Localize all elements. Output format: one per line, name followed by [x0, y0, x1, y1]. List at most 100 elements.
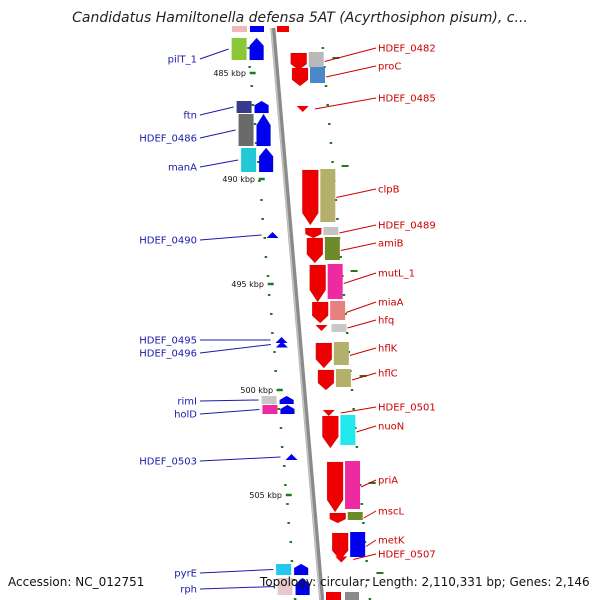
label-hdef-0489: HDEF_0489: [378, 221, 436, 232]
cog-hold: [262, 405, 278, 414]
label-mutl-1: mutL_1: [378, 269, 415, 280]
scale-label: 495 kbp: [231, 280, 264, 289]
scale-label: 490 kbp: [222, 175, 255, 184]
leader-hdef-0503: [199, 456, 281, 462]
cog-rph: [277, 578, 293, 595]
gene-hfq: [315, 325, 328, 331]
gene-hdef-0503: [285, 454, 298, 460]
leader-mscl: [363, 510, 377, 519]
gene-metk-outline: [331, 532, 349, 561]
cog-boxes: [231, 26, 366, 600]
cog-pyre: [276, 564, 292, 575]
gene-hdef-0486: [256, 114, 271, 146]
gene-rph-outline: [295, 577, 310, 596]
scale-labels: 485 kbp 490 kbp 495 kbp 500 kbp 505 kbp: [213, 69, 282, 500]
leader-metk: [365, 539, 377, 547]
cog-hdef-0489: [323, 227, 339, 235]
leader-ftn: [199, 106, 234, 116]
cog-mana: [241, 148, 257, 172]
gene-pyre: [294, 564, 309, 575]
gene-labels: HDEF_0482 proC HDEF_0485 clpB HDEF_0489 amiB m…: [139, 44, 436, 596]
leader-mutl-1: [343, 272, 377, 284]
gene-hflc: [317, 370, 334, 390]
cog-clpb: [320, 169, 336, 222]
cog-partial-top: [232, 26, 247, 32]
leader-clpb: [336, 188, 377, 198]
label-miaa: miaA: [378, 298, 404, 309]
label-mscl: mscL: [378, 507, 404, 518]
gene-hdef-0501: [322, 410, 335, 416]
gene-pilt-1-outline: [249, 37, 264, 61]
gene-rimi: [279, 396, 294, 404]
label-rph: rph: [180, 585, 197, 596]
leader-hold: [199, 409, 260, 415]
gene-miaa: [312, 302, 329, 323]
gene-hflk: [315, 343, 332, 368]
gene-mscl: [329, 513, 346, 523]
gene-hdef-0495: [275, 337, 288, 343]
gene-metk: [332, 533, 349, 560]
label-hdef-0495: HDEF_0495: [139, 336, 197, 347]
label-hdef-0496: HDEF_0496: [139, 349, 197, 360]
gene-rph: [295, 578, 310, 595]
cog-hdef-0482: [308, 52, 324, 67]
cog-nuon: [340, 415, 356, 445]
gene-pyre-outline: [293, 563, 309, 576]
gene-hdef-0485: [296, 106, 309, 112]
leader-hdef-0496: [199, 344, 271, 354]
label-hdef-0485: HDEF_0485: [378, 94, 436, 105]
label-nuon: nuoN: [378, 422, 404, 433]
cog-miaa: [330, 301, 346, 320]
scale-label: 485 kbp: [213, 69, 246, 78]
scale-label: 505 kbp: [249, 491, 282, 500]
gene-proc: [292, 68, 309, 86]
cog-proc: [310, 67, 326, 83]
tick-marks: [247, 47, 384, 600]
gene-clpb: [302, 170, 319, 225]
label-clpb: clpB: [378, 185, 400, 196]
gene-nuon: [322, 416, 339, 448]
label-metk: metK: [378, 536, 405, 547]
gene-mutl-1: [309, 265, 326, 302]
leader-hflk: [349, 347, 377, 356]
label-ftn: ftn: [183, 111, 197, 122]
gene-pria: [327, 462, 344, 512]
topology-label: Topology: circular; Length: 2,110,331 bp…: [260, 575, 590, 589]
gene-mutl-1-outline: [309, 264, 326, 303]
cog-ftn: [236, 101, 252, 113]
gene-pilt-1: [249, 38, 264, 60]
gene-miaa-outline: [311, 301, 329, 324]
cog-amib: [324, 237, 340, 260]
cog-pilt-1: [231, 38, 247, 60]
cog-pria: [345, 461, 361, 509]
label-hdef-0486: HDEF_0486: [139, 134, 197, 145]
cog-hflc: [335, 369, 351, 387]
gene-partial-top-right: [277, 26, 289, 32]
gene-hdef-0489-outline: [305, 227, 322, 239]
gene-hdef-0507: [335, 556, 348, 563]
label-mana: manA: [168, 163, 197, 174]
scale-label: 500 kbp: [240, 386, 273, 395]
leader-rimi: [199, 399, 259, 402]
gene-ftn-outline: [254, 100, 269, 114]
gene-hdef-0486-outline: [256, 113, 271, 147]
accession-label: Accession: NC_012751: [8, 575, 145, 589]
leader-hdef-0489: [339, 224, 377, 234]
label-hdef-0507: HDEF_0507: [378, 550, 436, 561]
label-proc: proC: [378, 62, 401, 73]
leader-pyre: [199, 569, 274, 574]
label-pria: priA: [378, 476, 398, 487]
map-title: Candidatus Hamiltonella defensa 5AT (Acy…: [72, 10, 528, 26]
cog-mutl-1: [327, 264, 343, 299]
gene-hold-outline: [280, 404, 295, 415]
label-hflc: hflC: [378, 369, 398, 380]
leader-hdef-0507: [353, 553, 377, 560]
genome-backbone: [270, 27, 325, 600]
gene-rimi-outline: [279, 395, 294, 405]
label-pyre: pyrE: [174, 569, 197, 580]
gene-hdef-0489: [305, 228, 322, 238]
gene-nuon-outline: [322, 415, 339, 449]
gene-hdef-0490: [266, 232, 279, 238]
label-hflk: hflK: [378, 344, 398, 355]
